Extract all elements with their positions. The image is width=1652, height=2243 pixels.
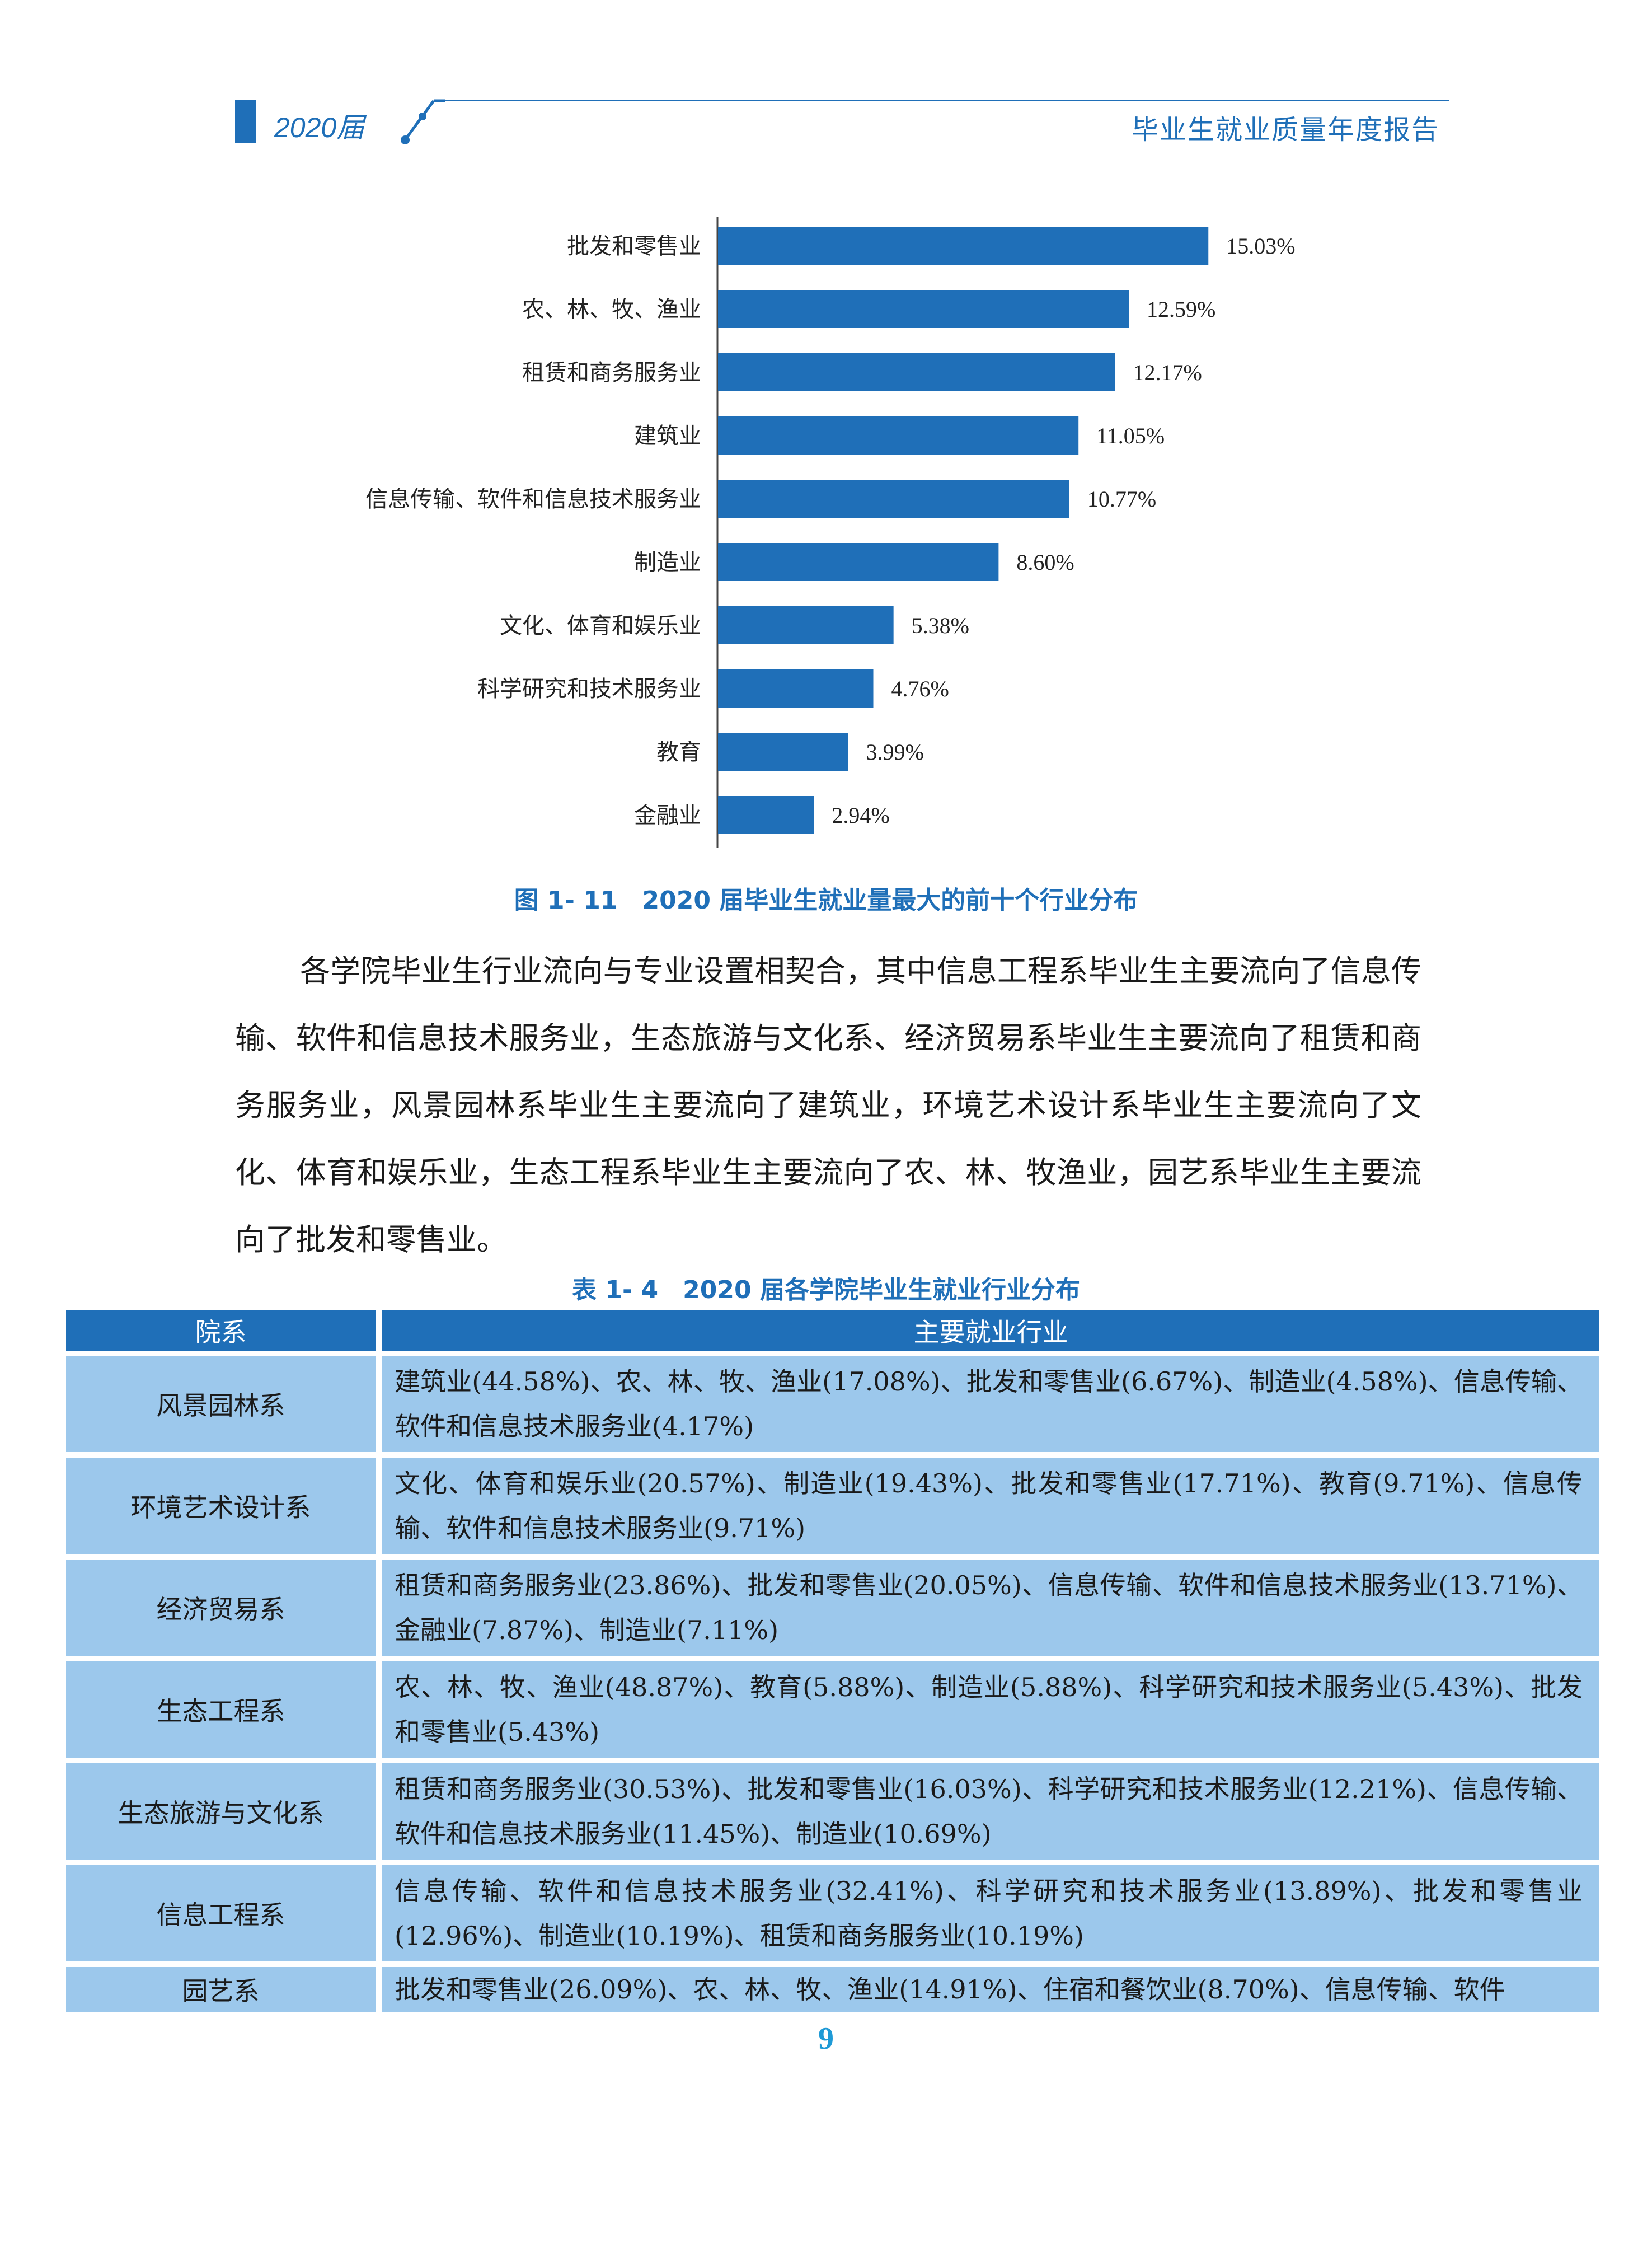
industries-cell: 批发和零售业(26.09%)、农、林、牧、渔业(14.91%)、住宿和餐饮业(8… <box>382 1967 1599 2012</box>
dept-cell: 园艺系 <box>66 1967 382 2012</box>
industries-cell: 信息传输、软件和信息技术服务业(32.41%)、科学研究和技术服务业(13.89… <box>382 1865 1599 1967</box>
table-row: 环境艺术设计系 文化、体育和娱乐业(20.57%)、制造业(19.43%)、批发… <box>66 1458 1599 1560</box>
table-row: 信息工程系 信息传输、软件和信息技术服务业(32.41%)、科学研究和技术服务业… <box>66 1865 1599 1967</box>
chart-bar <box>718 290 1129 328</box>
chart-category-label: 批发和零售业 <box>567 233 701 259</box>
header-dept: 院系 <box>66 1310 382 1356</box>
table-header-row: 院系 主要就业行业 <box>66 1310 1599 1356</box>
chart-bar <box>718 796 814 834</box>
chart-category-label: 科学研究和技术服务业 <box>477 676 701 702</box>
chart-bar <box>718 416 1078 455</box>
dept-cell: 环境艺术设计系 <box>66 1458 382 1560</box>
dept-cell: 经济贸易系 <box>66 1560 382 1661</box>
chart-category-label: 信息传输、软件和信息技术服务业 <box>365 486 701 512</box>
industries-cell: 文化、体育和娱乐业(20.57%)、制造业(19.43%)、批发和零售业(17.… <box>382 1458 1599 1560</box>
table-row: 风景园林系 建筑业(44.58%)、农、林、牧、渔业(17.08%)、批发和零售… <box>66 1356 1599 1458</box>
industry-bar-chart: 批发和零售业 15.03% 农、林、牧、渔业 12.59% 租赁和商务服务业 12.17%… <box>0 0 1652 873</box>
chart-bar <box>718 733 848 771</box>
chart-value-label: 4.76% <box>891 676 949 701</box>
industries-cell: 租赁和商务服务业(23.86%)、批发和零售业(20.05%)、信息传输、软件和… <box>382 1560 1599 1661</box>
body-paragraph: 各学院毕业生行业流向与专业设置相契合，其中信息工程系毕业生主要流向了信息传输、软… <box>235 938 1421 1273</box>
chart-category-label: 建筑业 <box>634 423 701 449</box>
chart-bar <box>718 353 1115 391</box>
chart-value-label: 10.77% <box>1087 486 1156 512</box>
table-row: 生态旅游与文化系 租赁和商务服务业(30.53%)、批发和零售业(16.03%)… <box>66 1763 1599 1865</box>
chart-value-label: 3.99% <box>866 739 924 765</box>
chart-category-label: 金融业 <box>634 803 701 828</box>
industries-cell: 租赁和商务服务业(30.53%)、批发和零售业(16.03%)、科学研究和技术服… <box>382 1763 1599 1865</box>
chart-value-label: 5.38% <box>912 613 969 638</box>
chart-bar <box>718 227 1208 265</box>
chart-category-label: 农、林、牧、渔业 <box>522 297 701 322</box>
table-row: 园艺系 批发和零售业(26.09%)、农、林、牧、渔业(14.91%)、住宿和餐… <box>66 1967 1599 2012</box>
chart-bar <box>718 543 998 581</box>
header-industries: 主要就业行业 <box>382 1310 1599 1356</box>
chart-value-label: 2.94% <box>832 803 889 828</box>
chart-category-label: 租赁和商务服务业 <box>522 360 701 386</box>
chart-category-label: 文化、体育和娱乐业 <box>500 613 701 639</box>
dept-cell: 生态旅游与文化系 <box>66 1763 382 1865</box>
table-row: 经济贸易系 租赁和商务服务业(23.86%)、批发和零售业(20.05%)、信息… <box>66 1560 1599 1661</box>
chart-category-label: 教育 <box>656 739 701 765</box>
dept-cell: 信息工程系 <box>66 1865 382 1967</box>
chart-value-label: 11.05% <box>1096 423 1165 448</box>
chart-bar <box>718 480 1069 518</box>
dept-cell: 生态工程系 <box>66 1661 382 1763</box>
dept-cell: 风景园林系 <box>66 1356 382 1458</box>
table-caption: 表 1- 4 2020 届各学院毕业生就业行业分布 <box>0 1270 1652 1305</box>
chart-value-label: 15.03% <box>1226 233 1295 259</box>
chart-value-label: 8.60% <box>1016 550 1074 575</box>
table-row: 生态工程系 农、林、牧、渔业(48.87%)、教育(5.88%)、制造业(5.8… <box>66 1661 1599 1763</box>
figure-caption: 图 1- 11 2020 届毕业生就业量最大的前十个行业分布 <box>0 880 1652 916</box>
chart-bar <box>718 669 874 708</box>
chart-value-label: 12.17% <box>1133 360 1202 385</box>
page-number: 9 <box>0 2021 1652 2057</box>
chart-bar <box>718 606 894 644</box>
chart-value-label: 12.59% <box>1147 297 1215 322</box>
industries-cell: 建筑业(44.58%)、农、林、牧、渔业(17.08%)、批发和零售业(6.67… <box>382 1356 1599 1458</box>
industry-table: 院系 主要就业行业 风景园林系 建筑业(44.58%)、农、林、牧、渔业(17.… <box>66 1310 1599 2012</box>
chart-category-label: 制造业 <box>634 550 701 575</box>
industries-cell: 农、林、牧、渔业(48.87%)、教育(5.88%)、制造业(5.88%)、科学… <box>382 1661 1599 1763</box>
